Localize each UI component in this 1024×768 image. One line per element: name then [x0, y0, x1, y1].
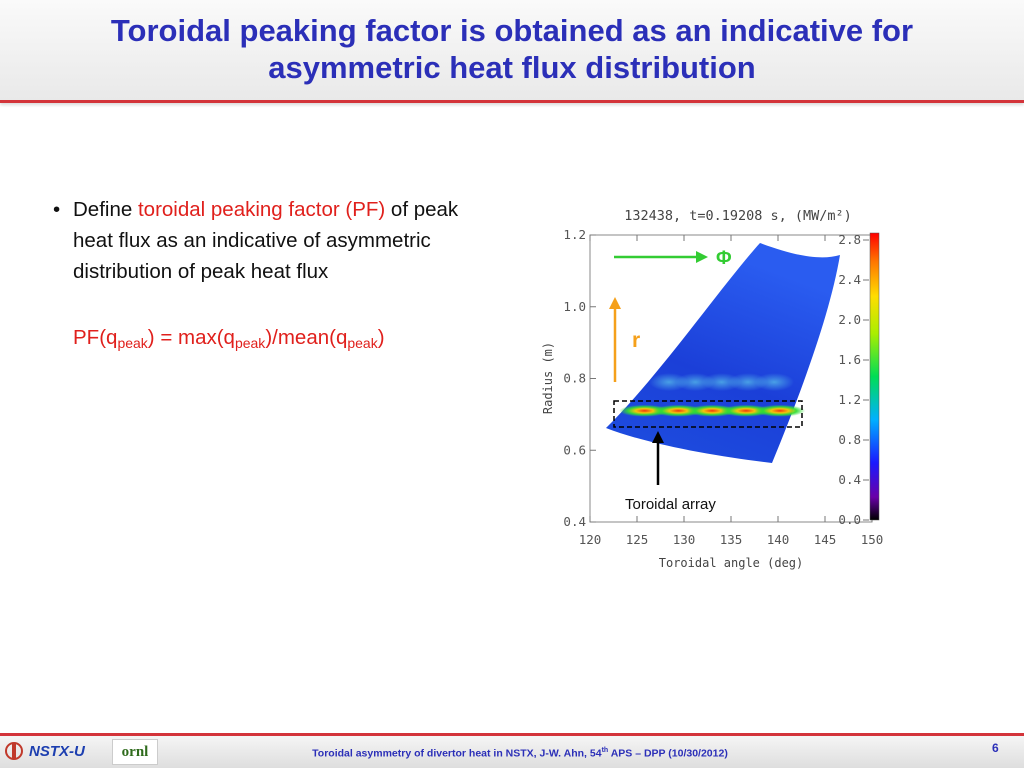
- heat-band-segment: [754, 404, 806, 417]
- toroidal-array-label: Toroidal array: [625, 496, 716, 513]
- footer-caption: Toroidal asymmetry of divertor heat in N…: [270, 747, 770, 760]
- nstx-logo-icon: [5, 742, 23, 760]
- formula-part: )/mean(q: [265, 326, 348, 349]
- chart-title: 132438, t=0.19208 s, (MW/m²): [624, 208, 852, 224]
- array-arrow-head: [652, 431, 664, 443]
- colorbar-ticks: 0.0 0.4 0.8 1.2 1.6 2.0 2.4 2.8: [838, 232, 869, 527]
- footer-rule: [0, 733, 1024, 736]
- title-line-2: asymmetric heat flux distribution: [268, 50, 756, 85]
- y-tick-label: 1.0: [563, 299, 586, 314]
- colorbar-tick-label: 0.0: [838, 512, 861, 527]
- bullet-text-after: of peak heat flux as an indicative of as…: [73, 198, 459, 283]
- formula-part: ) = max(q: [147, 326, 235, 349]
- bullet-text: Define toroidal peaking factor (PF) of p…: [73, 194, 500, 287]
- y-tick-label: 0.6: [563, 442, 586, 457]
- footer-bar: [0, 736, 1024, 768]
- phi-arrow-head: [696, 251, 708, 263]
- x-tick-label: 125: [626, 532, 649, 547]
- y-axis-label: Radius (m): [541, 342, 555, 414]
- pf-formula: PF(qpeak) = max(qpeak)/mean(qpeak): [73, 326, 385, 351]
- axis-ticks: 120 125 130 135 140 145 150 0.4 0.6 0.8 1.0 1.2: [563, 227, 883, 547]
- x-tick-label: 140: [767, 532, 790, 547]
- footer-caption-end: APS – DPP (10/30/2012): [608, 747, 728, 760]
- formula-sub: peak: [347, 335, 378, 351]
- y-tick-label: 1.2: [563, 227, 586, 242]
- formula-sub: peak: [234, 335, 266, 351]
- heat-bands: [619, 373, 806, 417]
- title-line-1: Toroidal peaking factor is obtained as a…: [110, 13, 914, 48]
- colorbar-tick-label: 2.0: [838, 312, 861, 327]
- colorbar: [869, 232, 880, 521]
- colorbar-tick-label: 0.4: [838, 472, 861, 487]
- r-label: r: [632, 329, 640, 352]
- x-axis-label: Toroidal angle (deg): [659, 556, 804, 570]
- footer-caption-main: Toroidal asymmetry of divertor heat in N…: [312, 747, 602, 760]
- y-tick-label: 0.4: [563, 514, 586, 529]
- r-arrow-head: [609, 297, 621, 309]
- nstx-u-logo: NSTX-U: [5, 740, 85, 762]
- colorbar-tick-label: 2.8: [838, 232, 861, 247]
- heat-band-segment: [754, 373, 794, 392]
- page-number: 6: [992, 741, 999, 755]
- x-tick-label: 150: [861, 532, 884, 547]
- y-tick-label: 0.8: [563, 371, 586, 386]
- formula-part: PF(q: [73, 326, 118, 349]
- colorbar-tick-label: 1.6: [838, 352, 861, 367]
- formula-sub: peak: [117, 335, 148, 351]
- colorbar-tick-label: 0.8: [838, 432, 861, 447]
- formula-part: ): [377, 326, 385, 349]
- x-tick-label: 145: [814, 532, 837, 547]
- x-tick-label: 135: [720, 532, 743, 547]
- toroidal-array-box: [613, 400, 803, 428]
- x-tick-label: 130: [673, 532, 696, 547]
- bullet-marker: •: [53, 198, 61, 221]
- footer-caption-sup: th: [601, 747, 609, 754]
- bullet-item: • Define toroidal peaking factor (PF) of…: [53, 194, 500, 287]
- phi-label: Φ: [716, 248, 732, 269]
- x-tick-label: 120: [579, 532, 602, 547]
- bullet-highlight: toroidal peaking factor (PF): [137, 198, 386, 221]
- colorbar-tick-label: 2.4: [838, 272, 861, 287]
- heat-flux-chart: 132438, t=0.19208 s, (MW/m²) 120 125 130 13…: [541, 208, 883, 570]
- slide-title: Toroidal peaking factor is obtained as a…: [20, 12, 1004, 86]
- nstx-logo-text: NSTX-U: [29, 742, 85, 760]
- ornl-logo: ornl: [112, 739, 158, 765]
- title-bar: [0, 0, 1024, 103]
- bullet-text-before: Define: [73, 198, 138, 221]
- colorbar-tick-label: 1.2: [838, 392, 861, 407]
